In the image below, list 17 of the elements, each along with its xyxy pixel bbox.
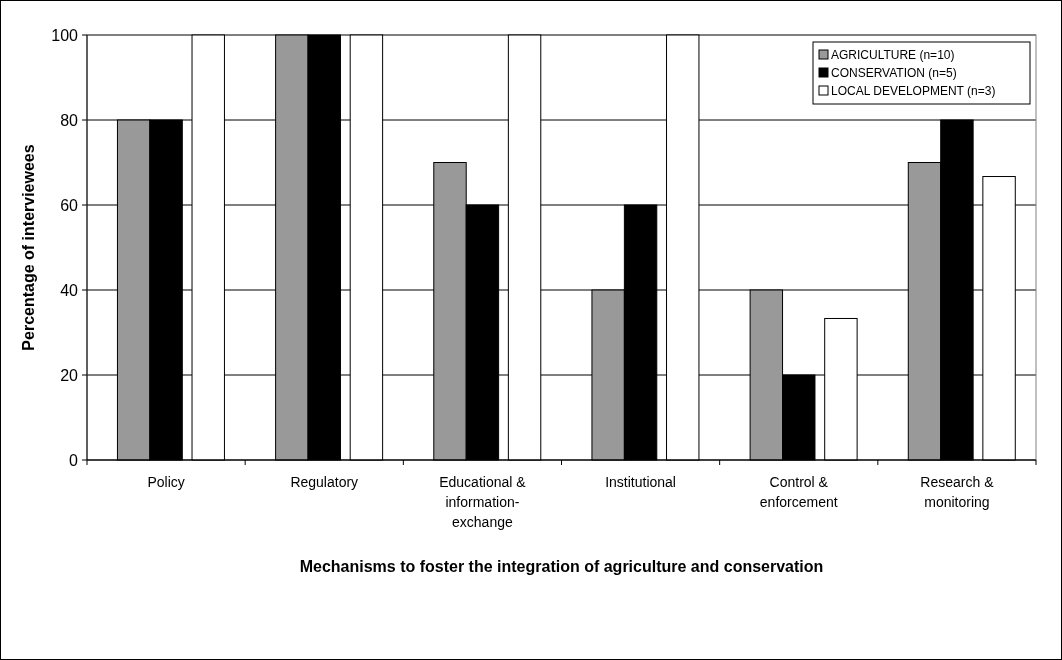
y-axis-title: Percentage of interviewees — [20, 144, 37, 351]
y-tick-label: 40 — [60, 281, 79, 299]
y-tick-label: 20 — [60, 366, 79, 384]
y-tick-label: 60 — [60, 196, 79, 214]
y-tick-label: 80 — [60, 111, 79, 129]
y-tick-label: 0 — [69, 451, 79, 469]
x-axis-title: Mechanisms to foster the integration of agriculture and conservation — [299, 558, 824, 575]
legend-label: CONSERVATION (n=5) — [831, 66, 957, 81]
x-tick-label: Regulatory — [290, 474, 359, 490]
y-tick-label: 100 — [51, 26, 79, 44]
x-tick-label: Control & enforcement — [759, 474, 838, 510]
x-tick-label: Institutional — [605, 474, 676, 490]
x-tick-label: Research & monitoring — [920, 474, 995, 510]
legend-label: LOCAL DEVELOPMENT (n=3) — [831, 84, 996, 99]
x-tick-label: Educational & information-exchange — [439, 474, 527, 530]
legend-label: AGRICULTURE (n=10) — [831, 48, 955, 63]
x-tick-label: Policy — [147, 474, 185, 490]
